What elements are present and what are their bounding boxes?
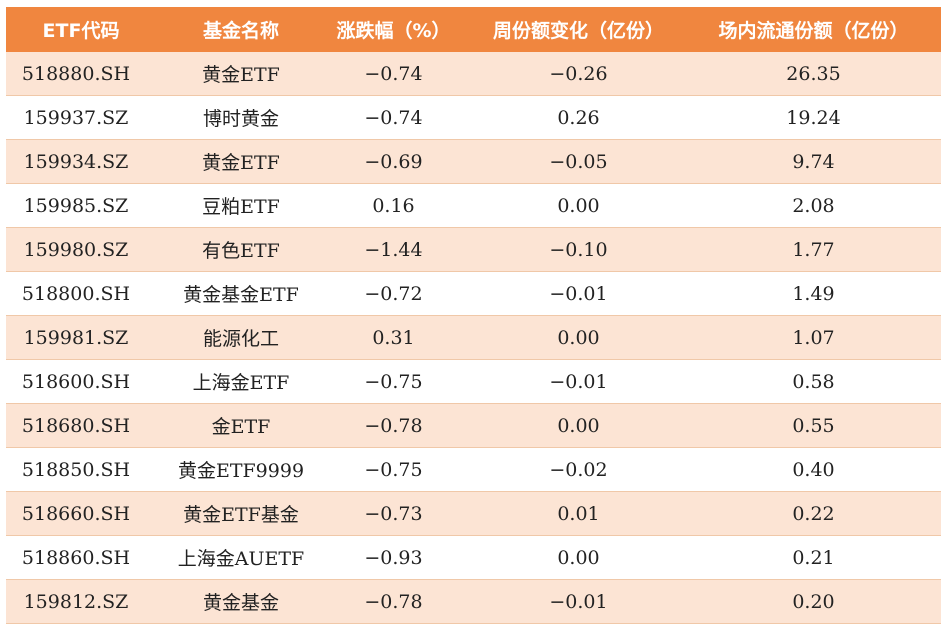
weekly-share-change-cell: 0.00 [557,546,600,569]
header-etf-code[interactable]: ETF代码 [42,20,120,42]
floating-shares-cell: 0.22 [792,502,835,525]
etf-code-cell: 518850.SH [21,458,131,481]
etf-code-cell: 159812.SZ [23,590,129,613]
floating-shares-cell: 1.07 [792,326,835,349]
fund-name-cell: 有色ETF [202,240,280,262]
etf-code-cell: 159937.SZ [23,106,129,129]
fund-name-cell: 黄金ETF9999 [177,460,305,482]
weekly-share-change-cell: 0.00 [557,414,600,437]
etf-code-cell: 518800.SH [21,282,131,305]
table-row[interactable]: 159981.SZ 能源化工 0.31 0.00 1.07 [6,316,941,360]
weekly-share-change-cell: 0.26 [557,106,600,129]
change-pct-cell: −0.74 [364,62,423,85]
fund-name-cell: 能源化工 [202,328,279,350]
table-row[interactable]: 518880.SH 黄金ETF −0.74 −0.26 26.35 [6,52,941,96]
change-pct-cell: −0.73 [364,502,423,525]
floating-shares-cell: 1.49 [792,282,835,305]
fund-name-cell: 黄金ETF [202,152,280,174]
floating-shares-cell: 0.55 [792,414,835,437]
etf-code-cell: 518860.SH [21,546,131,569]
floating-shares-cell: 26.35 [786,62,841,85]
change-pct-cell: −0.78 [364,590,423,613]
change-pct-cell: −0.69 [364,150,423,173]
fund-name-cell: 博时黄金 [202,108,279,130]
weekly-share-change-cell: −0.10 [549,238,608,261]
etf-code-cell: 518880.SH [21,62,131,85]
floating-shares-cell: 19.24 [786,106,841,129]
weekly-share-change-cell: −0.01 [549,370,608,393]
fund-name-cell: 黄金ETF基金 [183,504,299,526]
fund-name-cell: 上海金ETF [192,372,290,394]
floating-shares-cell: 2.08 [792,194,835,217]
table-header-row: ETF代码 基金名称 涨跌幅（%） 周份额变化（亿份） 场内流通份额（亿份） [6,7,941,52]
table-row[interactable]: 518680.SH 金ETF −0.78 0.00 0.55 [6,404,941,448]
floating-shares-cell: 1.77 [792,238,835,261]
etf-code-cell: 518680.SH [21,414,131,437]
weekly-share-change-cell: −0.02 [549,458,608,481]
header-weekly-share-change[interactable]: 周份额变化（亿份） [492,20,664,42]
fund-name-cell: 金ETF [211,416,271,438]
change-pct-cell: 0.16 [372,194,415,217]
fund-name-cell: 黄金基金 [202,592,279,614]
header-fund-name[interactable]: 基金名称 [202,20,279,42]
etf-table: ETF代码 基金名称 涨跌幅（%） 周份额变化（亿份） 场内流通份额（亿份） 5… [6,7,941,624]
floating-shares-cell: 0.20 [792,590,835,613]
table-row[interactable]: 159934.SZ 黄金ETF −0.69 −0.05 9.74 [6,140,941,184]
table-row[interactable]: 159985.SZ 豆粕ETF 0.16 0.00 2.08 [6,184,941,228]
table-body: 518880.SH 黄金ETF −0.74 −0.26 26.35 159937.SZ 博时… [6,52,941,624]
floating-shares-cell: 0.21 [792,546,835,569]
floating-shares-cell: 9.74 [792,150,835,173]
change-pct-cell: −0.93 [364,546,423,569]
change-pct-cell: −0.78 [364,414,423,437]
fund-name-cell: 上海金AUETF [177,548,305,570]
table-row[interactable]: 159980.SZ 有色ETF −1.44 −0.10 1.77 [6,228,941,272]
weekly-share-change-cell: 0.00 [557,194,600,217]
header-change-pct[interactable]: 涨跌幅（%） [336,20,451,42]
weekly-share-change-cell: −0.26 [549,62,608,85]
change-pct-cell: −0.75 [364,370,423,393]
table-row[interactable]: 518860.SH 上海金AUETF −0.93 0.00 0.21 [6,536,941,580]
etf-code-cell: 159980.SZ [23,238,129,261]
etf-code-cell: 159981.SZ [23,326,129,349]
fund-name-cell: 豆粕ETF [202,196,280,218]
weekly-share-change-cell: −0.01 [549,282,608,305]
header-floating-shares[interactable]: 场内流通份额（亿份） [718,20,909,42]
change-pct-cell: 0.31 [372,326,415,349]
table-row[interactable]: 518800.SH 黄金基金ETF −0.72 −0.01 1.49 [6,272,941,316]
weekly-share-change-cell: −0.01 [549,590,608,613]
table-row[interactable]: 518660.SH 黄金ETF基金 −0.73 0.01 0.22 [6,492,941,536]
floating-shares-cell: 0.58 [792,370,835,393]
weekly-share-change-cell: 0.00 [557,326,600,349]
fund-name-cell: 黄金基金ETF [183,284,299,306]
table-row[interactable]: 159937.SZ 博时黄金 −0.74 0.26 19.24 [6,96,941,140]
etf-code-cell: 159934.SZ [23,150,129,173]
table-row[interactable]: 518850.SH 黄金ETF9999 −0.75 −0.02 0.40 [6,448,941,492]
floating-shares-cell: 0.40 [792,458,835,481]
table-row[interactable]: 159812.SZ 黄金基金 −0.78 −0.01 0.20 [6,580,941,624]
etf-code-cell: 518660.SH [21,502,131,525]
weekly-share-change-cell: 0.01 [557,502,600,525]
etf-code-cell: 159985.SZ [23,194,129,217]
change-pct-cell: −0.72 [364,282,423,305]
etf-code-cell: 518600.SH [21,370,131,393]
weekly-share-change-cell: −0.05 [549,150,608,173]
fund-name-cell: 黄金ETF [202,64,280,86]
change-pct-cell: −1.44 [364,238,423,261]
change-pct-cell: −0.75 [364,458,423,481]
table-row[interactable]: 518600.SH 上海金ETF −0.75 −0.01 0.58 [6,360,941,404]
change-pct-cell: −0.74 [364,106,423,129]
